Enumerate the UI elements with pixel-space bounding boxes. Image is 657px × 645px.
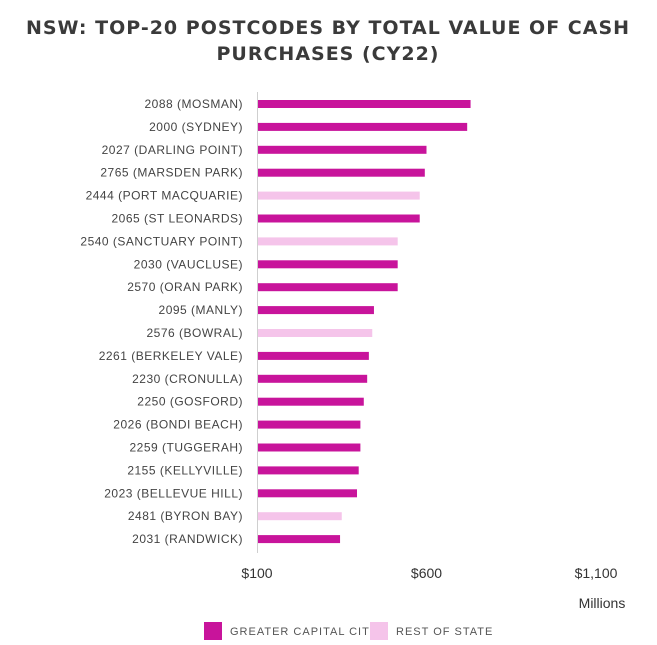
category-label-9: 2095 (MANLY) <box>159 303 243 317</box>
bar-17 <box>257 489 358 498</box>
category-label-14: 2026 (BONDI BEACH) <box>113 418 243 432</box>
bar-13 <box>257 397 364 406</box>
chart-title-line-1: NSW: TOP-20 POSTCODES BY TOTAL VALUE OF … <box>26 17 630 39</box>
legend-label-capital: GREATER CAPITAL CITY <box>230 626 378 638</box>
category-label-19: 2031 (RANDWICK) <box>132 532 243 546</box>
x-tick-label-1: $600 <box>411 565 442 581</box>
bar-19 <box>257 535 341 544</box>
chart-title-line-2: PURCHASES (CY22) <box>216 43 439 65</box>
legend-label-regional: REST OF STATE <box>396 626 493 638</box>
category-label-7: 2030 (VAUCLUSE) <box>134 257 243 271</box>
x-tick-labels: $100 $600 $1,100 <box>241 565 617 581</box>
category-label-6: 2540 (SANCTUARY POINT) <box>80 234 243 248</box>
legend-swatch-regional <box>370 622 388 640</box>
category-label-2: 2027 (DARLING POINT) <box>102 143 243 157</box>
bar-12 <box>257 374 368 383</box>
bar-14 <box>257 420 361 429</box>
bar-3 <box>257 168 425 177</box>
bar-10 <box>257 329 373 337</box>
category-label-1: 2000 (SYDNEY) <box>149 120 243 134</box>
bar-0 <box>257 100 471 108</box>
category-label-11: 2261 (BERKELEY VALE) <box>99 349 243 363</box>
category-label-10: 2576 (BOWRAL) <box>146 326 243 340</box>
bar-8 <box>257 283 398 292</box>
legend: GREATER CAPITAL CITY REST OF STATE <box>204 622 493 640</box>
category-labels: 2088 (MOSMAN) 2000 (SYDNEY) 2027 (DARLING … <box>80 97 244 546</box>
bar-16 <box>257 466 359 475</box>
bar-18 <box>257 512 342 521</box>
x-tick-label-0: $100 <box>241 565 272 581</box>
category-label-4: 2444 (PORT MACQUARIE) <box>86 189 243 203</box>
category-label-16: 2155 (KELLYVILLE) <box>127 463 243 477</box>
bar-15 <box>257 443 361 452</box>
category-label-8: 2570 (ORAN PARK) <box>127 280 243 294</box>
bar-9 <box>257 306 374 315</box>
bar-6 <box>257 237 398 246</box>
bar-4 <box>257 191 420 200</box>
bar-5 <box>257 214 420 223</box>
bar-2 <box>257 145 427 154</box>
x-tick-label-2: $1,100 <box>575 565 618 581</box>
legend-swatch-capital <box>204 622 222 640</box>
category-label-3: 2765 (MARSDEN PARK) <box>100 166 243 180</box>
category-label-17: 2023 (BELLEVUE HILL) <box>104 486 243 500</box>
bar-11 <box>257 351 369 360</box>
category-label-12: 2230 (CRONULLA) <box>132 372 243 386</box>
bars-group <box>257 100 471 544</box>
x-unit-label: Millions <box>579 595 626 611</box>
bar-7 <box>257 260 398 269</box>
category-label-13: 2250 (GOSFORD) <box>137 395 243 409</box>
category-label-18: 2481 (BYRON BAY) <box>128 509 243 523</box>
category-label-0: 2088 (MOSMAN) <box>144 97 243 111</box>
bar-1 <box>257 122 468 131</box>
category-label-15: 2259 (TUGGERAH) <box>129 441 243 455</box>
category-label-5: 2065 (ST LEONARDS) <box>112 212 244 226</box>
